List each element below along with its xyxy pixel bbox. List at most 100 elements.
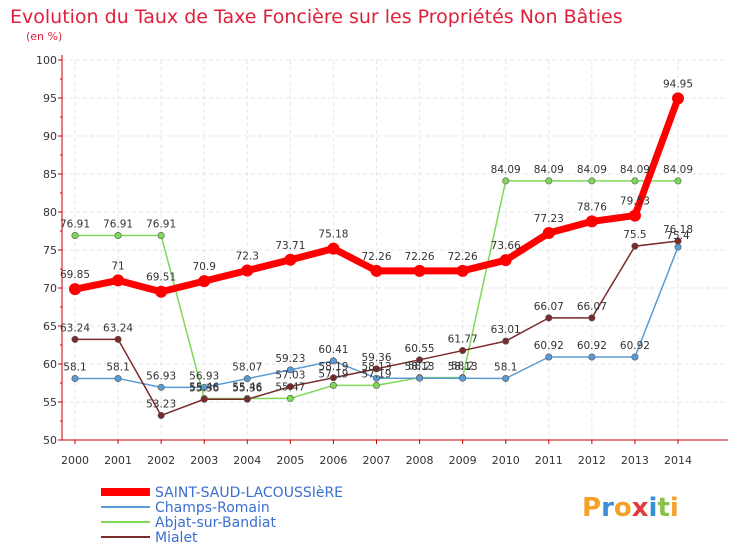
data-label: 58.07 [232,362,262,374]
data-label: 76.91 [146,218,176,230]
data-label: 59.23 [275,353,305,365]
data-point [413,264,426,277]
data-label: 58.13 [405,361,435,373]
data-label: 73.66 [491,240,521,252]
data-point [631,177,639,185]
data-point [155,285,168,298]
data-label: 60.41 [318,344,348,356]
data-label: 70.9 [193,261,216,273]
data-point [114,335,122,343]
data-label: 58.1 [106,361,129,373]
data-point [545,353,553,361]
y-tick-label: 60 [43,358,57,371]
data-label: 75.4 [666,230,690,242]
axes: 50 55 60 65 70 75 80 85 90 95 100 2000 2001 2002 2003 2… [36,54,728,467]
data-label: 58.13 [361,361,391,373]
y-tick-label: 85 [43,168,57,181]
data-point [71,231,79,239]
data-point [456,264,469,277]
data-label: 76.18 [663,224,693,236]
data-label: 55.46 [232,382,262,394]
data-point [69,283,81,296]
data-label: 53.23 [146,398,176,410]
data-label: 58.2 [408,361,431,373]
data-point [672,92,684,105]
data-point [157,411,165,419]
data-point [198,275,211,288]
data-label: 61.77 [448,334,478,346]
data-point [112,274,125,287]
y-tick-label: 95 [43,92,57,105]
data-point [588,353,596,361]
data-point [459,374,467,382]
data-point [628,209,641,222]
y-tick-label: 90 [43,130,57,143]
data-point [674,243,682,251]
data-label: 69.85 [60,269,90,281]
data-point [200,383,208,391]
x-tick-label: 2006 [319,454,347,467]
data-label: 77.23 [534,213,564,225]
legend-label: Champs-Romain [155,500,270,516]
data-label: 75.18 [318,229,348,241]
data-point [502,337,510,345]
data-point [200,395,208,403]
data-label: 69.51 [146,272,176,284]
x-tick-label: 2010 [492,454,520,467]
data-label: 84.09 [663,164,693,176]
legend-label: Mialet [155,530,198,546]
data-label: 57.19 [318,368,348,380]
data-label: 66.07 [577,301,607,313]
data-point [588,177,596,185]
data-label: 56.93 [146,370,176,382]
x-tick-label: 2002 [147,454,175,467]
data-label: 57.03 [275,370,305,382]
data-point [243,375,251,383]
data-point [329,381,337,389]
data-point [157,383,165,391]
y-tick-label: 100 [36,54,57,67]
data-label: 60.92 [577,340,607,352]
y-tick-label: 65 [43,320,57,333]
data-point [329,357,337,365]
chart-title: Evolution du Taux de Taxe Foncière sur l… [10,6,623,28]
data-label: 73.71 [275,240,305,252]
data-label: 56.93 [189,370,219,382]
data-label: 63.01 [491,324,521,336]
grid [62,59,728,441]
x-tick-label: 2007 [363,454,391,467]
data-point [329,374,337,382]
data-point [243,395,251,403]
data-point [286,383,294,391]
data-point [499,254,512,267]
data-point [370,264,383,277]
legend: SAINT-SAUD-LACOUSSIèREChamps-RomainAbjat… [101,485,343,546]
data-labels: 76.91 76.91 76.91 55.46 55.46 55.47 57.19 57.19… [60,78,693,410]
data-point [502,374,510,382]
data-label: 55.47 [275,381,305,393]
data-label: 71 [111,260,124,272]
x-tick-label: 2000 [61,454,89,467]
data-point [674,177,682,185]
data-label: 63.24 [103,322,133,334]
data-point [416,374,424,382]
data-label: 75.5 [623,229,646,241]
y-tick-label: 80 [43,206,57,219]
data-label: 84.09 [491,164,521,176]
data-label: 60.92 [620,340,650,352]
data-label: 55.46 [189,382,219,394]
data-point [416,356,424,364]
data-point [71,335,79,343]
x-tick-label: 2008 [406,454,434,467]
data-label: 72.3 [236,251,259,263]
data-label: 58.1 [494,361,517,373]
data-point [372,381,380,389]
data-label: 79.53 [620,196,650,208]
data-point [284,253,297,266]
y-tick-label: 70 [43,282,57,295]
legend-label: Abjat-sur-Bandiat [155,515,276,531]
data-label: 66.07 [534,301,564,313]
x-tick-label: 2003 [190,454,218,467]
data-label: 55.36 [189,382,219,394]
data-point [631,353,639,361]
